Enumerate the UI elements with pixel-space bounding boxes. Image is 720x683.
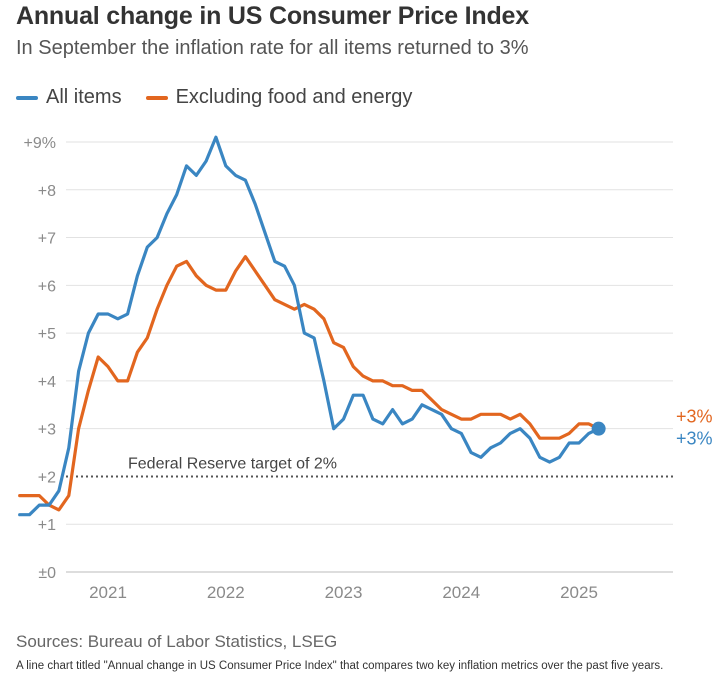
- legend-label-all-items: All items: [46, 86, 122, 108]
- y-tick-label: +7: [38, 231, 56, 248]
- y-tick-label: +2: [38, 469, 56, 486]
- end-label-all-items: +3%: [676, 429, 713, 449]
- chart-title: Annual change in US Consumer Price Index: [16, 2, 529, 30]
- x-tick-label: 2023: [325, 583, 363, 602]
- legend-label-core: Excluding food and energy: [175, 86, 413, 108]
- legend: All items Excluding food and energy: [16, 86, 436, 109]
- y-tick-label: +6: [38, 278, 56, 295]
- legend-swatch-core: [145, 95, 168, 100]
- end-point-marker: [591, 421, 606, 436]
- line-chart: ±0 +1 +2 +3 +4 +5 +6 +7 +8 +9% 2021 2022 2023 2024 202…: [18, 135, 713, 602]
- series-line-all-items: [18, 135, 601, 517]
- y-tick-label: +1: [38, 517, 56, 534]
- y-tick-label: +3: [38, 422, 56, 439]
- y-tick-label: ±0: [38, 565, 56, 582]
- x-tick-label: 2021: [89, 583, 127, 602]
- x-tick-label: 2025: [560, 583, 598, 602]
- y-tick-label: +8: [38, 183, 56, 200]
- legend-swatch-all-items: [16, 95, 38, 100]
- x-tick-label: 2024: [442, 583, 480, 602]
- y-tick-label: +5: [38, 326, 56, 343]
- series-line-core: [18, 255, 601, 512]
- legend-item-all-items: All items: [16, 86, 122, 109]
- end-label-core: +3%: [676, 407, 713, 427]
- y-tick-label: +9%: [24, 135, 56, 152]
- y-tick-label: +4: [38, 374, 56, 391]
- legend-item-core: Excluding food and energy: [145, 86, 413, 109]
- chart-caption: A line chart titled "Annual change in US…: [16, 660, 664, 672]
- source-note: Sources: Bureau of Labor Statistics, LSE…: [16, 632, 338, 651]
- x-tick-label: 2022: [207, 583, 245, 602]
- fed-target-label: Federal Reserve target of 2%: [128, 455, 337, 472]
- chart-subtitle: In September the inflation rate for all …: [16, 37, 529, 59]
